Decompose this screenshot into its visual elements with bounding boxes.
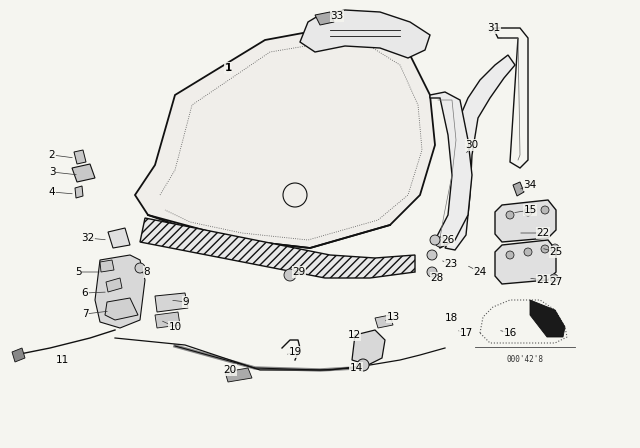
Text: 25: 25 <box>549 247 563 257</box>
Text: 27: 27 <box>549 277 563 287</box>
Text: 32: 32 <box>81 233 95 243</box>
Text: 15: 15 <box>524 205 536 215</box>
Circle shape <box>524 208 532 216</box>
Polygon shape <box>105 298 138 320</box>
Text: 20: 20 <box>223 365 237 375</box>
Text: 21: 21 <box>536 275 550 285</box>
Text: 33: 33 <box>330 11 344 21</box>
Text: 26: 26 <box>442 235 454 245</box>
Text: 2: 2 <box>49 150 55 160</box>
Polygon shape <box>495 240 556 284</box>
Polygon shape <box>495 200 556 242</box>
Polygon shape <box>225 368 252 382</box>
Text: 6: 6 <box>82 288 88 298</box>
Polygon shape <box>375 315 393 328</box>
Circle shape <box>435 237 445 247</box>
Circle shape <box>541 206 549 214</box>
Text: 31: 31 <box>488 23 500 33</box>
Text: 17: 17 <box>460 328 472 338</box>
Polygon shape <box>530 300 565 337</box>
Polygon shape <box>12 348 25 362</box>
Polygon shape <box>140 218 415 278</box>
Circle shape <box>427 250 437 260</box>
Circle shape <box>551 244 559 252</box>
Polygon shape <box>300 10 430 58</box>
Text: 18: 18 <box>444 313 458 323</box>
Polygon shape <box>74 150 86 164</box>
Text: 24: 24 <box>474 267 486 277</box>
Text: 16: 16 <box>504 328 516 338</box>
Circle shape <box>135 263 145 273</box>
Polygon shape <box>135 28 435 248</box>
Text: 34: 34 <box>524 180 536 190</box>
Polygon shape <box>513 182 524 196</box>
Polygon shape <box>430 92 472 248</box>
Polygon shape <box>75 186 83 198</box>
Text: 23: 23 <box>444 259 458 269</box>
Polygon shape <box>445 55 515 250</box>
Circle shape <box>506 251 514 259</box>
Polygon shape <box>108 228 130 248</box>
Text: 14: 14 <box>349 363 363 373</box>
Polygon shape <box>352 330 385 365</box>
Circle shape <box>524 248 532 256</box>
Circle shape <box>430 235 440 245</box>
Text: 4: 4 <box>49 187 55 197</box>
Polygon shape <box>155 312 180 328</box>
Text: 19: 19 <box>289 347 301 357</box>
Text: 1: 1 <box>225 63 232 73</box>
Polygon shape <box>100 260 114 272</box>
Text: 29: 29 <box>292 267 306 277</box>
Polygon shape <box>155 293 188 312</box>
Text: 3: 3 <box>49 167 55 177</box>
Text: 30: 30 <box>465 140 479 150</box>
Circle shape <box>284 269 296 281</box>
Circle shape <box>357 359 369 371</box>
Polygon shape <box>106 278 122 292</box>
Circle shape <box>506 211 514 219</box>
Text: 13: 13 <box>387 312 399 322</box>
Text: 7: 7 <box>82 309 88 319</box>
Text: 10: 10 <box>168 322 182 332</box>
Polygon shape <box>72 164 95 182</box>
Text: 28: 28 <box>430 273 444 283</box>
Circle shape <box>550 274 558 282</box>
Text: 8: 8 <box>144 267 150 277</box>
Text: 9: 9 <box>182 297 189 307</box>
Polygon shape <box>315 12 334 25</box>
Text: 12: 12 <box>348 330 360 340</box>
Circle shape <box>541 245 549 253</box>
Text: 5: 5 <box>75 267 81 277</box>
Polygon shape <box>95 255 145 328</box>
Circle shape <box>427 267 437 277</box>
Text: 000'42'8: 000'42'8 <box>506 355 543 364</box>
Text: 22: 22 <box>536 228 550 238</box>
Text: 11: 11 <box>56 355 68 365</box>
